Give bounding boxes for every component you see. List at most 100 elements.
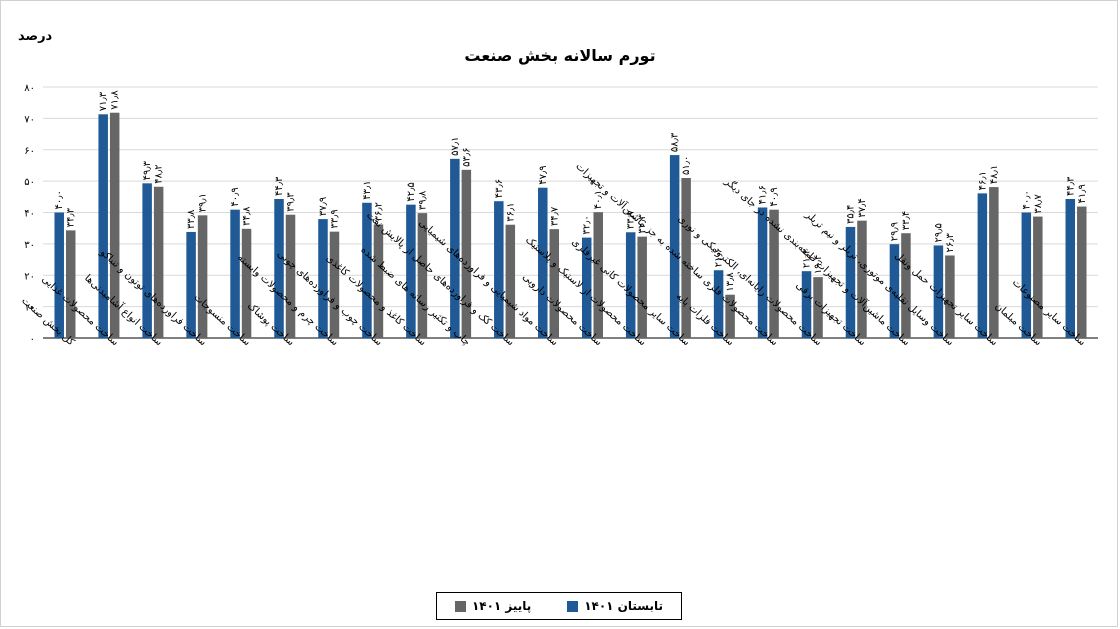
data-label: ۵۸٫۳ <box>670 132 681 152</box>
data-label: ۴۴٫۳ <box>1065 176 1076 196</box>
data-label: ۴۰٫۹ <box>230 187 241 206</box>
legend-label-summer: تابستان ۱۴۰۱ <box>584 599 664 613</box>
data-label: ۳۴٫۸ <box>242 206 253 226</box>
bar <box>813 277 823 338</box>
bar <box>581 237 592 338</box>
bar <box>362 202 372 338</box>
bar <box>669 155 680 338</box>
bar <box>1033 216 1043 338</box>
data-label: ۴۸٫۱ <box>989 165 1000 184</box>
bar <box>637 236 647 338</box>
legend-swatch-autumn <box>454 600 466 612</box>
bar <box>1077 206 1087 338</box>
bar <box>142 183 152 338</box>
legend-label-autumn: پاییز ۱۴۰۱ <box>471 599 532 613</box>
data-label: ۳۴٫۳ <box>66 207 77 227</box>
data-label: ۳۹٫۸ <box>417 190 428 210</box>
legend-swatch-summer <box>567 600 579 612</box>
data-label: ۴۷٫۹ <box>538 165 549 184</box>
bar <box>65 230 76 338</box>
data-label: ۳۳٫۷ <box>626 209 637 229</box>
data-label: ۴۹٫۳ <box>142 160 153 180</box>
data-label: ۳۷٫۴ <box>857 198 868 217</box>
bar <box>945 255 955 338</box>
bar <box>230 209 240 338</box>
data-label: ۵۷٫۱ <box>450 136 461 155</box>
bar <box>769 209 779 338</box>
bar <box>977 193 988 338</box>
data-label: ۱۹٫۴ <box>813 255 824 274</box>
bar <box>329 231 340 338</box>
data-label: ۲۱٫۶ <box>714 248 725 267</box>
data-label: ۲۹٫۵ <box>933 223 944 242</box>
data-label: ۴۳٫۱ <box>362 180 373 199</box>
bar <box>461 169 472 338</box>
y-tick-label: ۱۰ <box>24 303 35 314</box>
data-label: ۴۰٫۰ <box>54 190 65 209</box>
data-label: ۴۲٫۵ <box>406 182 417 201</box>
bar <box>450 158 460 338</box>
data-label: ۳۳٫۹ <box>329 209 340 228</box>
bar <box>197 215 208 338</box>
bar <box>625 232 636 338</box>
data-label: ۳۵٫۴ <box>845 205 856 224</box>
y-tick-label: ۶۰ <box>24 146 35 157</box>
legend: پاییز ۱۴۰۱ تابستان ۱۴۰۱ <box>436 592 682 620</box>
bar <box>593 212 603 338</box>
data-label: ۳۲٫۳ <box>637 214 648 234</box>
y-tick-label: ۷۰ <box>24 114 35 125</box>
data-label: ۴۰٫۱ <box>593 190 604 209</box>
x-category-label: ساخت محصولات غذایی <box>39 274 120 348</box>
bar <box>241 228 252 338</box>
data-label: ۷۱٫۸ <box>110 90 121 110</box>
bar <box>153 186 164 338</box>
bar <box>538 187 548 338</box>
data-label: ۴۰٫۹ <box>769 187 780 206</box>
bar <box>725 294 735 338</box>
bar <box>54 212 64 338</box>
data-label: ۳۲٫۰ <box>582 215 593 234</box>
data-label: ۴۰٫۰ <box>1021 190 1032 209</box>
bar <box>845 226 856 338</box>
data-label: ۲۱٫۳ <box>802 248 813 268</box>
y-unit-label: درصد <box>18 29 53 44</box>
bar <box>98 114 108 338</box>
data-label: ۴۴٫۳ <box>274 176 285 196</box>
data-label: ۳۸٫۷ <box>1033 194 1044 214</box>
legend-item-summer: تابستان ۱۴۰۱ <box>567 599 663 613</box>
data-label: ۲۶٫۳ <box>945 232 956 252</box>
bar <box>713 270 724 338</box>
bar <box>505 224 516 338</box>
y-tick-label: ۸۰ <box>24 83 35 94</box>
bar <box>494 201 504 338</box>
bar <box>933 245 944 338</box>
bar <box>285 214 296 338</box>
bar <box>889 244 900 338</box>
y-tick-label: ۴۰ <box>24 209 35 220</box>
data-label: ۳۹٫۱ <box>198 193 209 212</box>
y-tick-label: ۲۰ <box>24 271 35 282</box>
data-label: ۵۱٫۰ <box>681 156 692 175</box>
bar <box>406 204 416 338</box>
data-label: ۳۳٫۸ <box>186 209 197 229</box>
y-tick-label: ۰ <box>30 334 35 345</box>
legend-item-autumn: پاییز ۱۴۰۱ <box>454 599 532 613</box>
chart-title: تورم سالانه بخش صنعت <box>464 46 656 65</box>
bar <box>109 112 120 338</box>
data-label: ۵۳٫۶ <box>461 147 472 166</box>
data-label: ۴۶٫۱ <box>977 171 988 190</box>
bar <box>681 177 691 338</box>
bar <box>1065 199 1076 338</box>
data-label: ۴۱٫۶ <box>758 185 769 204</box>
bar <box>901 233 911 338</box>
bar <box>801 271 812 338</box>
bar <box>549 229 560 338</box>
bar <box>757 207 768 338</box>
data-label: ۳۶٫۱ <box>505 202 516 221</box>
data-label: ۲۹٫۹ <box>889 222 900 241</box>
bar <box>417 213 428 338</box>
x-category-label: ساخت انواع آشامیدنی‌ها <box>82 271 165 348</box>
bar <box>373 224 384 338</box>
